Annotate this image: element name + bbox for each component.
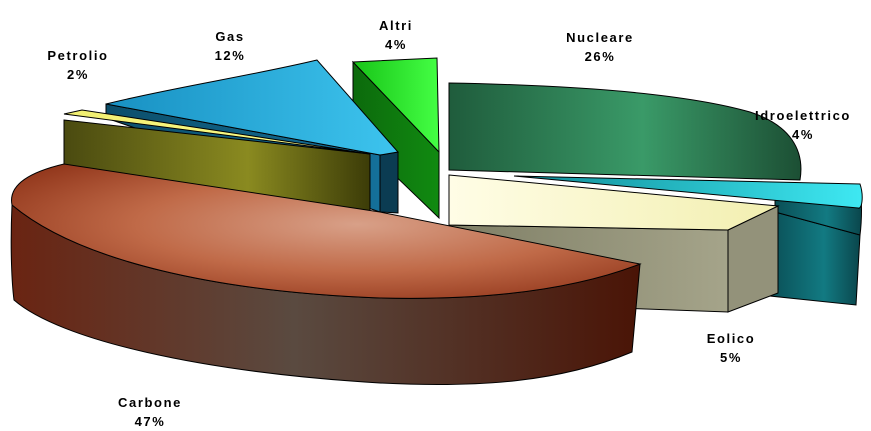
label-carbone-value: 47% xyxy=(134,414,166,429)
label-eolico-name: Eolico xyxy=(706,331,756,346)
label-altri-value: 4% xyxy=(385,37,407,52)
label-idroelettrico-value: 4% xyxy=(792,127,814,142)
label-nucleare-name: Nucleare xyxy=(566,30,634,45)
label-nucleare: Nucleare 26% xyxy=(540,28,660,66)
label-carbone: Carbone 47% xyxy=(90,393,210,431)
slice-idroelettrico xyxy=(513,175,863,306)
label-petrolio: Petrolio 2% xyxy=(28,46,128,84)
label-gas-name: Gas xyxy=(215,29,245,44)
label-petrolio-name: Petrolio xyxy=(47,48,109,63)
label-gas: Gas 12% xyxy=(190,27,270,65)
label-gas-value: 12% xyxy=(214,48,246,63)
slice-altri xyxy=(351,57,440,220)
label-nucleare-value: 26% xyxy=(584,49,616,64)
label-eolico: Eolico 5% xyxy=(676,329,786,367)
label-petrolio-value: 2% xyxy=(67,67,89,82)
label-idroelettrico-name: Idroelettrico xyxy=(755,108,851,123)
label-idroelettrico: Idroelettrico 4% xyxy=(738,106,868,144)
label-altri-name: Altri xyxy=(379,18,413,33)
label-altri: Altri 4% xyxy=(356,16,436,54)
slice-nucleare xyxy=(448,82,802,181)
label-carbone-name: Carbone xyxy=(118,395,182,410)
label-eolico-value: 5% xyxy=(720,350,742,365)
slice-carbone xyxy=(10,163,642,386)
